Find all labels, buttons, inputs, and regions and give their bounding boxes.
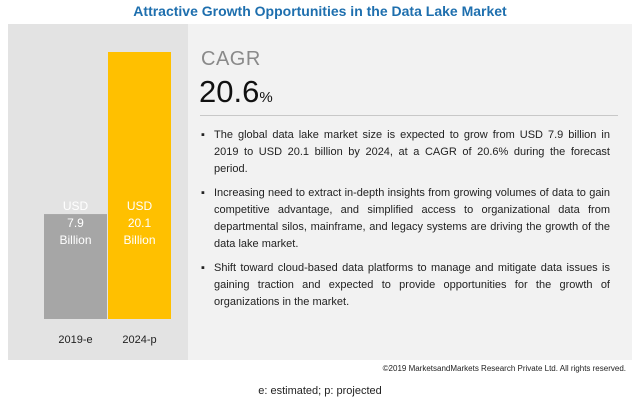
bar-data-label: Billion [59,233,91,247]
bar-data-label: Billion [123,233,155,247]
bullet-icon: ▪ [201,262,205,274]
bar-data-label: 7.9 [67,216,84,230]
bar-chart: USD 7.9 Billion 2019-e USD 20.1 Billion 2024-p [44,52,171,346]
x-tick-label: 2019-e [58,334,92,346]
cagr-value: 20.6% [199,74,273,110]
chart-title: Attractive Growth Opportunities in the D… [133,3,507,19]
insight-item: ▪ Increasing need to extract in-depth ins… [200,185,610,253]
insight-text: The global data lake market size is expe… [214,129,610,175]
copyright-notice: ©2019 MarketsandMarkets Research Private… [382,364,626,373]
insight-item: ▪ Shift toward cloud-based data platforms… [200,260,610,311]
cagr-label: CAGR [201,48,261,70]
insights-list: ▪ The global data lake market size is exp… [200,127,610,318]
bar-2019-e [44,214,107,319]
cagr-number: 20.6 [199,74,260,109]
insight-item: ▪ The global data lake market size is exp… [200,127,610,178]
bullet-icon: ▪ [201,129,205,141]
bullet-icon: ▪ [201,187,205,199]
bar-data-label: 20.1 [128,216,152,230]
bar-2024-p [108,52,171,319]
footnote: e: estimated; p: projected [258,385,382,397]
bar-data-label: USD [63,199,89,213]
insight-text: Shift toward cloud-based data platforms … [214,262,610,308]
bar-data-label: USD [127,199,153,213]
x-tick-label: 2024-p [122,334,156,346]
cagr-divider [200,115,618,116]
cagr-unit: % [259,89,273,106]
insight-text: Increasing need to extract in-depth insi… [214,187,610,250]
